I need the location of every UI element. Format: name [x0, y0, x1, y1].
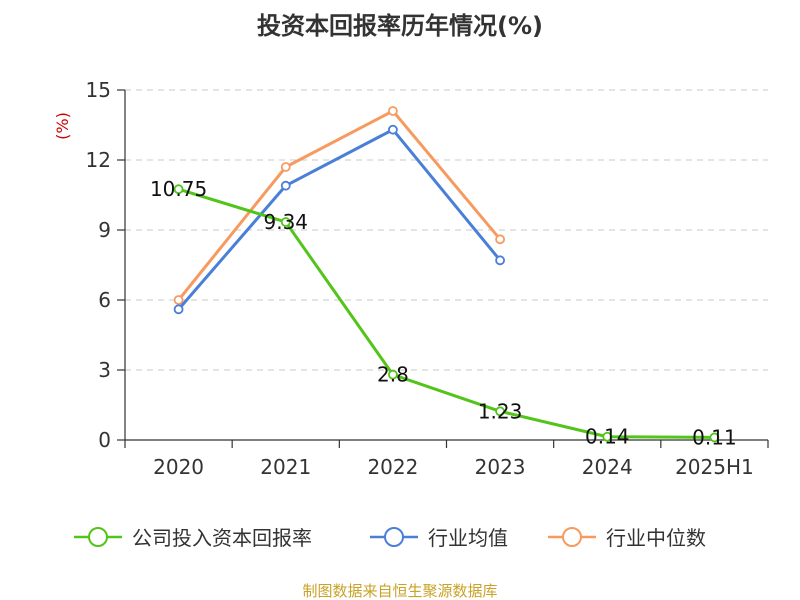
x-tick-label: 2023: [475, 455, 526, 479]
data-label: 9.34: [263, 210, 308, 234]
x-tick-label: 2020: [153, 455, 204, 479]
data-point: [280, 217, 291, 227]
data-point: [173, 295, 184, 305]
data-point: [388, 369, 398, 380]
data-point: [280, 162, 291, 172]
data-point: [495, 406, 505, 417]
legend-marker: [384, 527, 404, 547]
source-note: 制图数据来自恒生聚源数据库: [302, 582, 497, 600]
data-labels: 10.75 9.34 2.8 1.23 0.14 0.11: [150, 177, 737, 449]
legend: 公司投入资本回报率 行业均值 行业中位数: [74, 526, 706, 550]
y-tick-label: 12: [86, 148, 111, 172]
y-tick-label: 15: [86, 78, 111, 102]
data-point: [709, 432, 720, 443]
legend-label: 行业中位数: [606, 526, 706, 550]
data-label: 10.75: [150, 177, 207, 201]
data-label: 0.14: [585, 425, 630, 449]
legend-marker: [562, 527, 582, 547]
data-point: [388, 106, 398, 116]
series-line: [177, 128, 502, 311]
axes: 0 3 6 9 12 15 2020 2021 2022 2023 2024 2025H1: [86, 78, 769, 479]
series-lines: [173, 106, 720, 443]
series-line: [178, 187, 715, 439]
legend-label: 公司投入资本回报率: [132, 526, 312, 550]
legend-label: 行业均值: [428, 526, 508, 550]
data-point: [388, 124, 398, 135]
y-tick-label: 3: [98, 358, 111, 382]
data-point: [173, 304, 184, 315]
data-point: [495, 234, 505, 245]
data-label: 2.8: [377, 363, 409, 387]
legend-marker: [88, 527, 108, 547]
chart-title: 投资本回报率历年情况(%): [257, 12, 543, 40]
gridlines: [125, 89, 768, 371]
y-tick-label: 6: [98, 288, 111, 312]
y-tick-label: 0: [98, 428, 111, 452]
y-axis-unit: (%): [53, 112, 72, 140]
data-point: [280, 180, 291, 191]
x-tick-label: 2022: [367, 455, 418, 479]
data-label: 0.11: [692, 425, 737, 449]
data-point: [495, 255, 505, 266]
series-line: [177, 109, 502, 301]
x-tick-label: 2025H1: [675, 455, 754, 479]
data-point: [602, 431, 613, 442]
data-label: 1.23: [478, 399, 523, 423]
data-point: [173, 184, 184, 195]
x-tick-label: 2021: [260, 455, 311, 479]
x-tick-label: 2024: [582, 455, 633, 479]
y-tick-label: 9: [98, 218, 111, 242]
